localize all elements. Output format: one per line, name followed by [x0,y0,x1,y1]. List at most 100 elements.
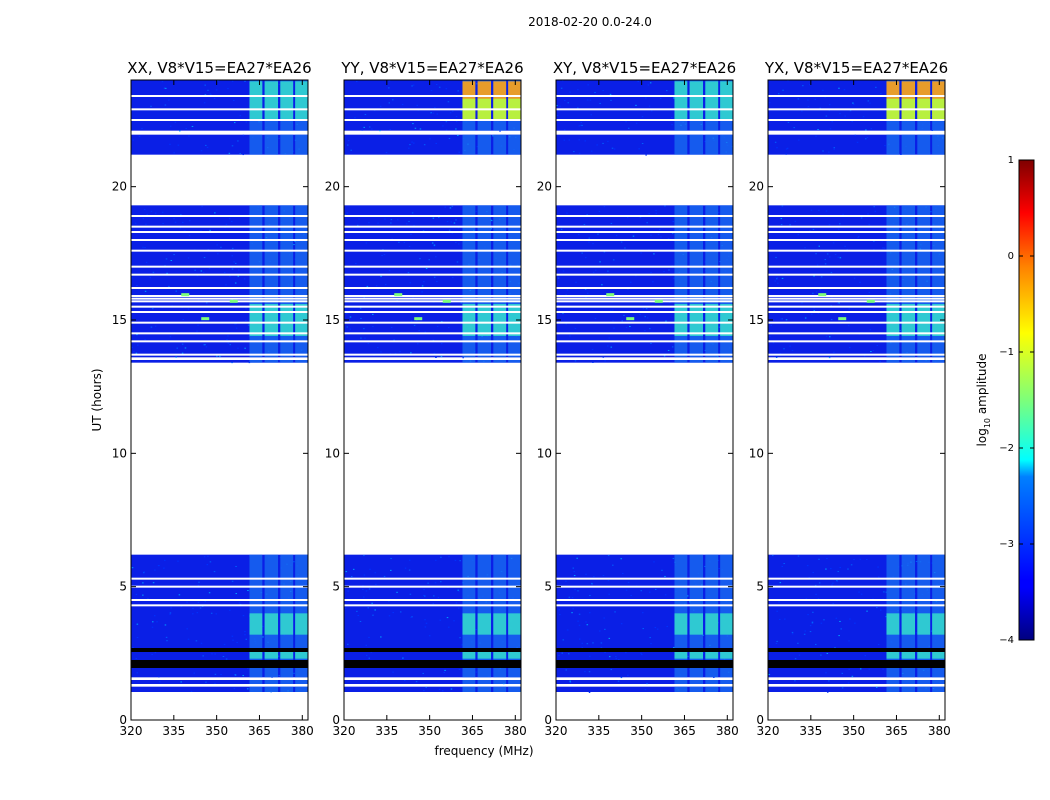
panel-title: YY, V8*V15=EA27*EA26 [340,59,523,77]
data-segment [344,360,521,363]
rfi-column [674,360,688,363]
data-segment [344,134,521,155]
data-segment [344,686,521,692]
rfi-strong [280,652,294,659]
blank-line [768,577,945,580]
x-tick-label: 380 [504,724,527,738]
blank-line [768,225,945,228]
blank-line [768,273,945,276]
y-tick-label: 15 [749,313,764,327]
x-tick-label: 335 [587,724,610,738]
point-feature [654,299,663,303]
rfi-column [295,686,308,692]
rfi-column [462,686,476,692]
point-feature [201,317,210,321]
y-tick-label: 15 [537,313,552,327]
y-tick-label: 0 [119,713,127,727]
blank-line [768,239,945,241]
blank-line [768,249,945,252]
data-segment [344,680,521,684]
point-feature [606,293,615,297]
rfi-column [932,680,945,684]
rfi-strong [493,304,507,336]
rfi-strong [264,304,279,336]
blank-line [344,340,521,343]
rfi-strong [705,304,719,336]
blank-line [344,604,521,607]
data-segment [768,360,945,363]
rfi-column [493,360,507,363]
rfi-column [249,134,263,155]
rfi-column [295,134,308,155]
y-tick-label: 15 [112,313,127,327]
point-feature [866,299,875,303]
blank-line [131,300,308,303]
rfi-column [917,686,931,692]
blank-line [768,321,945,324]
rfi-strong [674,81,688,120]
blank-line [556,287,733,289]
blank-line [768,215,945,217]
rfi-strong [462,613,476,635]
rfi-column [508,680,521,684]
blank-line [556,321,733,324]
blank-line [344,119,521,121]
blank-line [556,340,733,343]
x-tick-label: 350 [205,724,228,738]
y-tick-label: 20 [325,180,340,194]
x-tick-label: 365 [461,724,484,738]
blank-line [768,119,945,121]
rfi-column [720,360,733,363]
rfi-column [901,686,916,692]
rfi-column [720,680,733,684]
rfi-column [705,680,719,684]
rfi-column [689,686,704,692]
flagged-row [344,660,521,668]
rfi-column [886,134,900,155]
blank-line [768,231,945,233]
y-tick-label: 5 [544,580,552,594]
rfi-column [674,686,688,692]
rfi-column [689,134,704,155]
blank-line [344,599,521,601]
point-feature [818,293,827,297]
blank-line [131,287,308,289]
blank-line [344,300,521,303]
x-tick-label: 320 [757,724,780,738]
data-segment [131,205,308,358]
y-tick-label: 0 [756,713,764,727]
y-tick-label: 20 [112,180,127,194]
data-segment [556,360,733,363]
rfi-column [264,134,279,155]
blank-line [131,297,308,300]
data-segment [131,680,308,684]
data-segment [768,205,945,358]
x-tick-label: 350 [630,724,653,738]
rfi-strong [705,81,719,120]
rfi-strong [674,613,688,635]
data-segment [556,680,733,684]
y-axis-label: UT (hours) [90,368,104,431]
colorbar-tick-label: −3 [999,539,1014,550]
rfi-strong [508,652,521,659]
rfi-strong [901,652,916,659]
blank-line [768,340,945,343]
y-tick-label: 0 [544,713,552,727]
point-feature [838,317,847,321]
blank-line [344,305,521,308]
rfi-column [280,134,294,155]
blank-line [131,599,308,601]
blank-line [768,332,945,335]
panel-frame [130,79,309,721]
blank-line [556,239,733,241]
rfi-strong [886,613,900,635]
colorbar-tick-label: 1 [1008,155,1014,166]
rfi-strong [901,304,916,336]
blank-line [131,273,308,276]
blank-line [768,604,945,607]
rfi-column [886,680,900,684]
colorbar: 1 0 −1 −2 −3 −4 log10 amplitude [975,155,1035,646]
blank-line [344,295,521,297]
blank-line [556,225,733,228]
rfi-strong [886,304,900,336]
